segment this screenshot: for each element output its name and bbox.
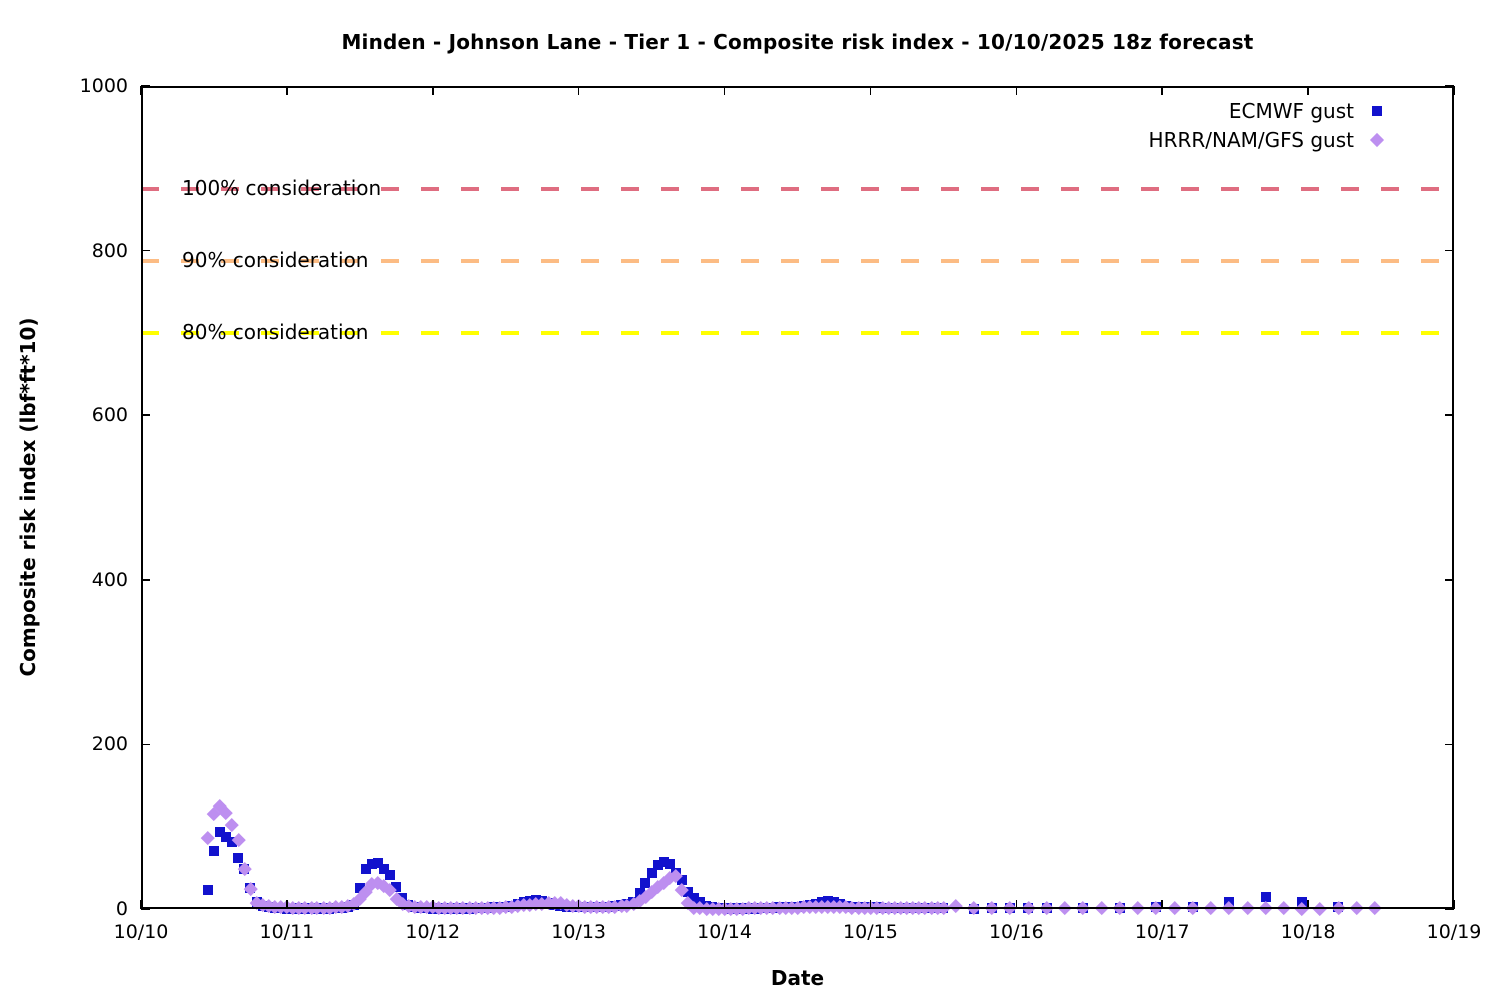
x-tick-label: 10/10 xyxy=(113,921,169,943)
ecmwf-gust-point xyxy=(664,858,675,869)
x-tick-top xyxy=(1453,86,1455,95)
x-tick-top xyxy=(1307,86,1309,95)
x-tick xyxy=(1453,900,1455,909)
threshold-label: 100% consideration xyxy=(182,175,382,200)
y-tick-label: 400 xyxy=(91,568,128,591)
y-tick-right xyxy=(1445,743,1454,746)
y-tick xyxy=(141,414,150,416)
x-tick-top xyxy=(432,86,434,95)
ecmwf-gust-point xyxy=(215,826,226,837)
y-tick-label: 600 xyxy=(91,404,128,427)
x-tick xyxy=(1307,900,1309,909)
y-axis-label: Composite risk index (lbf*ft*10) xyxy=(16,317,40,677)
y-tick xyxy=(141,743,150,746)
x-tick-top xyxy=(869,86,872,95)
threshold-label: 80% consideration xyxy=(182,319,369,344)
legend-item-hrrr-nam-gfs: HRRR/NAM/GFS gust xyxy=(1149,125,1400,154)
threshold-label: 90% consideration xyxy=(182,247,369,272)
ecmwf-gust-point xyxy=(658,857,669,868)
x-tick-label: 10/18 xyxy=(1280,921,1336,943)
y-tick-label: 200 xyxy=(91,733,128,756)
x-tick-top xyxy=(723,86,726,95)
x-tick-top xyxy=(1161,86,1163,95)
ecmwf-gust-point xyxy=(640,878,651,889)
x-tick-label: 10/19 xyxy=(1426,921,1482,943)
ecmwf-gust-point xyxy=(676,875,687,886)
ecmwf-gust-point xyxy=(683,886,694,897)
x-tick-label: 10/12 xyxy=(405,921,461,943)
threshold-line xyxy=(141,330,1454,335)
y-tick-right xyxy=(1445,579,1454,581)
x-tick xyxy=(577,900,580,909)
y-tick xyxy=(141,579,150,581)
ecmwf-gust-point xyxy=(366,858,377,869)
x-tick-label: 10/13 xyxy=(551,921,607,943)
ecmwf-gust-point xyxy=(208,846,219,857)
ecmwf-gust-point xyxy=(1260,891,1271,902)
y-tick-right xyxy=(1445,249,1454,252)
x-tick-label: 10/16 xyxy=(988,921,1044,943)
ecmwf-gust-point xyxy=(385,870,396,881)
ecmwf-gust-point xyxy=(1296,896,1307,907)
ecmwf-gust-point xyxy=(689,893,700,904)
x-tick-label: 10/11 xyxy=(259,921,315,943)
y-tick-right xyxy=(1445,908,1454,910)
x-tick-top xyxy=(577,86,580,95)
ecmwf-gust-point xyxy=(227,836,238,847)
ecmwf-gust-point xyxy=(652,860,663,871)
y-tick-right xyxy=(1445,414,1454,416)
ecmwf-gust-point xyxy=(646,867,657,878)
x-tick-top xyxy=(1015,86,1018,95)
legend-item-ecmwf: ECMWF gust xyxy=(1149,96,1400,125)
y-tick-label: 0 xyxy=(115,898,128,920)
ecmwf-gust-point xyxy=(373,857,384,868)
x-tick xyxy=(1015,900,1018,909)
x-tick-label: 10/14 xyxy=(697,921,752,943)
y-tick xyxy=(141,908,150,910)
ecmwf-gust-point xyxy=(221,831,232,842)
threshold-line xyxy=(141,186,1454,191)
x-axis-label: Date xyxy=(770,966,825,990)
x-tick xyxy=(286,900,288,909)
ecmwf-gust-point xyxy=(391,881,402,892)
legend: ECMWF gust HRRR/NAM/GFS gust xyxy=(1149,96,1400,154)
ecmwf-gust-point xyxy=(233,852,244,863)
x-tick-top xyxy=(286,86,288,95)
ecmwf-gust-point xyxy=(634,887,645,898)
legend-label-hrrr-nam-gfs: HRRR/NAM/GFS gust xyxy=(1148,127,1354,152)
x-tick-label: 10/17 xyxy=(1134,921,1190,943)
x-tick xyxy=(723,900,726,909)
ecmwf-gust-point xyxy=(379,864,390,875)
ecmwf-gust-point xyxy=(202,885,213,896)
legend-label-ecmwf: ECMWF gust xyxy=(1228,98,1354,123)
plot-border xyxy=(141,86,1454,909)
y-tick-label: 800 xyxy=(91,239,128,262)
square-marker-icon xyxy=(1354,105,1400,116)
y-tick-label: 1000 xyxy=(79,75,128,97)
x-tick xyxy=(869,900,872,909)
chart-title: Minden - Johnson Lane - Tier 1 - Composi… xyxy=(341,30,1254,54)
x-tick-label: 10/15 xyxy=(843,921,898,943)
ecmwf-gust-point xyxy=(354,883,365,894)
x-tick xyxy=(1161,900,1163,909)
x-tick xyxy=(432,900,434,909)
y-tick xyxy=(141,249,150,252)
ecmwf-gust-point xyxy=(360,863,371,874)
threshold-line xyxy=(141,258,1454,263)
